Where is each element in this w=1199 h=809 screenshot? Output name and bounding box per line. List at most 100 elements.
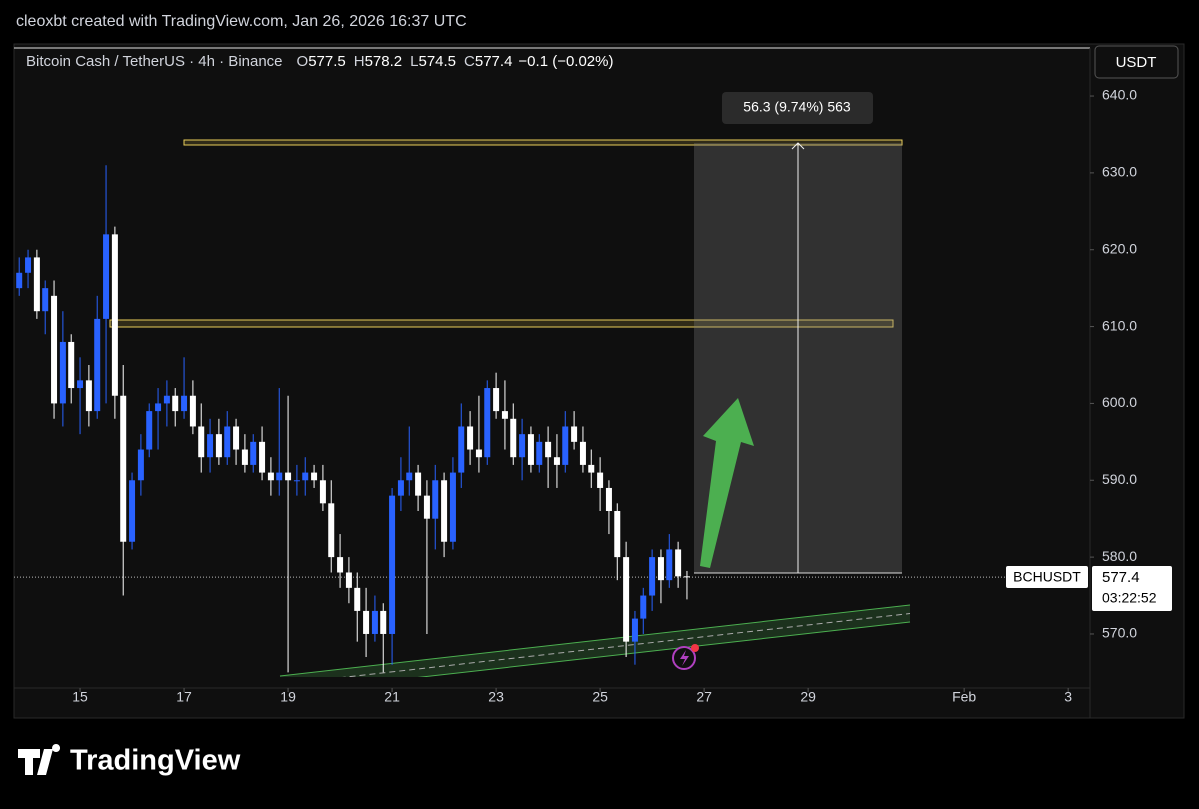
candle-body bbox=[397, 480, 404, 496]
currency-box[interactable] bbox=[1094, 45, 1179, 79]
candle-body bbox=[337, 557, 344, 573]
candle-body bbox=[16, 272, 23, 289]
candle-body bbox=[640, 595, 647, 619]
candle-body bbox=[562, 426, 569, 465]
candle-body bbox=[579, 441, 586, 465]
candle-body bbox=[432, 480, 439, 519]
last-price: 577.4 bbox=[1102, 569, 1140, 586]
candle-body bbox=[406, 472, 413, 481]
candle-body bbox=[493, 388, 500, 412]
candle-body bbox=[527, 434, 534, 465]
candle-body bbox=[328, 503, 335, 558]
candle-body bbox=[137, 449, 144, 481]
candle-body bbox=[103, 234, 110, 319]
alert-icon[interactable] bbox=[672, 646, 696, 670]
candle-body bbox=[42, 288, 49, 312]
candle-body bbox=[657, 557, 664, 581]
symbol: Bitcoin Cash / TetherUS · 4h · Binance bbox=[26, 53, 283, 70]
y-tick-label: 600.0 bbox=[1102, 394, 1137, 410]
candle-body bbox=[189, 395, 196, 427]
y-tick-label: 630.0 bbox=[1102, 164, 1137, 180]
candle-body bbox=[614, 511, 621, 558]
candle-body bbox=[319, 480, 326, 504]
candle-body bbox=[631, 618, 638, 642]
candle-body bbox=[467, 426, 474, 450]
ohlc: O577.5 H578.2 L574.5 C577.4 bbox=[297, 53, 513, 70]
ohlc-label: H bbox=[354, 53, 365, 70]
candle-body bbox=[363, 610, 370, 634]
marks: 570.0 580.0 590.0 600.0 610.0 620.0 630.0 640.0… bbox=[14, 87, 1137, 705]
candle-body bbox=[475, 449, 482, 458]
candle-body bbox=[68, 341, 75, 389]
candle-body bbox=[649, 557, 656, 596]
candle-body bbox=[146, 411, 153, 450]
candle-body bbox=[215, 434, 222, 458]
x-tick-label: 15 bbox=[72, 689, 88, 705]
candle-body bbox=[163, 395, 170, 404]
candle-body bbox=[285, 472, 292, 481]
brand: TradingView bbox=[70, 745, 241, 777]
ohlc-label: L bbox=[410, 53, 418, 70]
candle-body bbox=[94, 318, 101, 412]
y-tick-label: 590.0 bbox=[1102, 471, 1137, 487]
candle-body bbox=[25, 257, 32, 273]
candle-body bbox=[267, 472, 274, 481]
candle-body bbox=[85, 380, 92, 412]
candle-body bbox=[510, 418, 517, 458]
candle-body bbox=[155, 403, 162, 412]
candle-body bbox=[484, 388, 491, 458]
alert-dot bbox=[691, 644, 699, 652]
brand-logo bbox=[18, 744, 61, 775]
resistance-zone bbox=[183, 139, 903, 146]
channel-mid bbox=[342, 613, 911, 677]
candle-body bbox=[519, 434, 526, 458]
candle-body bbox=[250, 441, 257, 465]
y-tick-label: 640.0 bbox=[1102, 87, 1137, 103]
countdown: 03:22:52 bbox=[1102, 590, 1157, 606]
ohlc-label: C bbox=[464, 53, 475, 70]
chart-frame bbox=[13, 43, 1185, 719]
candle-body bbox=[371, 610, 378, 634]
candle-body bbox=[293, 480, 300, 482]
currency[interactable]: USDT bbox=[1116, 54, 1157, 71]
candle-body bbox=[389, 495, 396, 634]
candle-body bbox=[501, 411, 508, 419]
candle-body bbox=[449, 472, 456, 542]
x-tick-label: 29 bbox=[800, 689, 816, 705]
candle-body bbox=[302, 472, 309, 481]
x-tick-label: Feb bbox=[952, 689, 976, 705]
candle-body bbox=[380, 610, 387, 634]
ohlc-value: 578.2 bbox=[365, 53, 403, 70]
candle-body bbox=[241, 449, 248, 465]
candle-body bbox=[77, 380, 84, 389]
x-tick-label: 3 bbox=[1064, 689, 1072, 705]
change: −0.1 (−0.02%) bbox=[518, 53, 613, 70]
candle-body bbox=[423, 495, 430, 519]
ohlc-value: 577.4 bbox=[475, 53, 513, 70]
candle-body bbox=[354, 587, 361, 611]
measure-arrow bbox=[791, 142, 805, 150]
candle-body bbox=[259, 441, 266, 473]
ohlc-value: 574.5 bbox=[418, 53, 456, 70]
candle-body bbox=[666, 549, 673, 581]
candle-body bbox=[59, 341, 66, 404]
candle-body bbox=[675, 549, 682, 577]
alert-bolt bbox=[680, 650, 689, 666]
channel-top bbox=[279, 604, 911, 677]
candle-body bbox=[458, 426, 465, 473]
x-tick-label: 27 bbox=[696, 689, 712, 705]
x-tick-label: 23 bbox=[488, 689, 504, 705]
symbol-tag-box bbox=[1006, 566, 1088, 588]
x-tick-label: 19 bbox=[280, 689, 296, 705]
candle-body bbox=[415, 472, 422, 496]
candle-body bbox=[571, 426, 578, 442]
candle-body bbox=[207, 434, 214, 458]
candle-body bbox=[311, 472, 318, 481]
candle-body bbox=[276, 472, 283, 481]
resistance-zone bbox=[109, 319, 894, 328]
candle-body bbox=[111, 234, 118, 396]
measure-label: 56.3 (9.74%) 563 bbox=[743, 99, 851, 115]
candle-body bbox=[129, 480, 136, 542]
